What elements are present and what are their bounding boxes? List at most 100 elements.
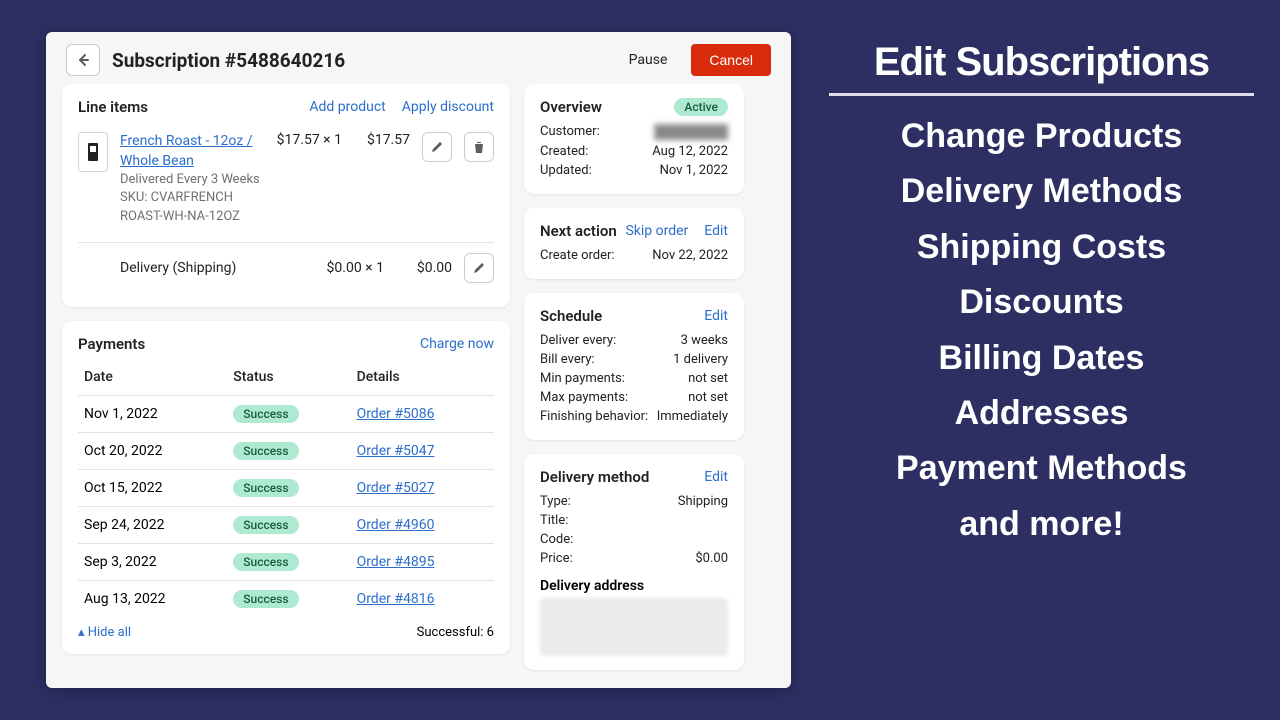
successful-count: Successful: 6 bbox=[417, 625, 494, 640]
next-action-card: Next action Skip order Edit Create order… bbox=[524, 208, 744, 279]
create-order-label: Create order: bbox=[540, 248, 615, 263]
promo-item: and more! bbox=[829, 506, 1254, 543]
order-link[interactable]: Order #4960 bbox=[357, 517, 435, 533]
promo-heading: Edit Subscriptions bbox=[829, 40, 1254, 85]
product-link[interactable]: French Roast - 12oz / Whole Bean bbox=[120, 133, 253, 169]
schedule-card: Schedule Edit Deliver every:3 weeksBill … bbox=[524, 293, 744, 440]
updated-value: Nov 1, 2022 bbox=[660, 163, 728, 178]
line-total: $17.57 bbox=[354, 132, 410, 148]
pencil-icon bbox=[472, 261, 486, 275]
pause-button[interactable]: Pause bbox=[629, 52, 668, 68]
overview-title: Overview bbox=[540, 98, 602, 116]
apply-discount-link[interactable]: Apply discount bbox=[402, 99, 494, 115]
order-link[interactable]: Order #4816 bbox=[357, 591, 435, 607]
schedule-row: Bill every:1 delivery bbox=[540, 350, 728, 369]
order-link[interactable]: Order #4895 bbox=[357, 554, 435, 570]
hide-all-toggle[interactable]: ▴ Hide all bbox=[78, 625, 131, 640]
delivery-total: $0.00 bbox=[396, 260, 452, 276]
delivery-method-title: Delivery method bbox=[540, 468, 649, 486]
payment-date: Nov 1, 2022 bbox=[78, 395, 227, 432]
col-details: Details bbox=[351, 359, 494, 396]
promo-item: Delivery Methods bbox=[829, 173, 1254, 210]
payment-status-badge: Success bbox=[233, 479, 298, 497]
promo-item: Shipping Costs bbox=[829, 229, 1254, 266]
pencil-icon bbox=[430, 140, 444, 154]
delivery-row: Delivery (Shipping) $0.00 × 1 $0.00 bbox=[78, 242, 494, 293]
arrow-left-icon bbox=[75, 52, 91, 68]
overview-card: Overview Active Customer: ████████ Create… bbox=[524, 84, 744, 194]
edit-delivery-button[interactable] bbox=[464, 253, 494, 283]
schedule-row: Finishing behavior:Immediately bbox=[540, 407, 728, 426]
delivery-method-row: Title: bbox=[540, 511, 728, 530]
schedule-title: Schedule bbox=[540, 307, 602, 325]
payments-table: Date Status Details Nov 1, 2022SuccessOr… bbox=[78, 359, 494, 617]
delivery-unit: $0.00 × 1 bbox=[327, 260, 384, 276]
back-button[interactable] bbox=[66, 44, 100, 76]
delivery-label: Delivery (Shipping) bbox=[120, 260, 315, 276]
delivery-method-card: Delivery method Edit Type:ShippingTitle:… bbox=[524, 454, 744, 670]
table-row: Oct 15, 2022 Success Order #5027 bbox=[78, 469, 494, 506]
payment-status-badge: Success bbox=[233, 442, 298, 460]
edit-next-action-link[interactable]: Edit bbox=[704, 223, 728, 239]
line-item-row: French Roast - 12oz / Whole Bean Deliver… bbox=[78, 122, 494, 236]
next-action-title: Next action bbox=[540, 222, 617, 240]
delivery-address-title: Delivery address bbox=[540, 578, 728, 594]
updated-label: Updated: bbox=[540, 163, 592, 178]
payment-date: Aug 13, 2022 bbox=[78, 580, 227, 617]
table-row: Sep 24, 2022 Success Order #4960 bbox=[78, 506, 494, 543]
line-items-title: Line items bbox=[78, 98, 148, 116]
col-date: Date bbox=[78, 359, 227, 396]
payment-date: Sep 3, 2022 bbox=[78, 543, 227, 580]
delivery-method-row: Type:Shipping bbox=[540, 492, 728, 511]
created-value: Aug 12, 2022 bbox=[652, 144, 728, 159]
skip-order-link[interactable]: Skip order bbox=[625, 223, 688, 239]
promo-item: Payment Methods bbox=[829, 450, 1254, 487]
create-order-value: Nov 22, 2022 bbox=[652, 248, 728, 263]
table-row: Oct 20, 2022 Success Order #5047 bbox=[78, 432, 494, 469]
edit-schedule-link[interactable]: Edit bbox=[704, 308, 728, 324]
payment-status-badge: Success bbox=[233, 516, 298, 534]
order-link[interactable]: Order #5047 bbox=[357, 443, 435, 459]
promo-panel: Edit Subscriptions Change Products Delive… bbox=[791, 0, 1280, 720]
status-badge: Active bbox=[674, 98, 728, 116]
col-status: Status bbox=[227, 359, 350, 396]
promo-divider bbox=[829, 93, 1254, 96]
schedule-row: Min payments:not set bbox=[540, 369, 728, 388]
payment-status-badge: Success bbox=[233, 553, 298, 571]
page-header: Subscription #5488640216 Pause Cancel bbox=[46, 44, 791, 84]
payment-date: Oct 20, 2022 bbox=[78, 432, 227, 469]
delivery-method-row: Code: bbox=[540, 530, 728, 549]
table-row: Sep 3, 2022 Success Order #4895 bbox=[78, 543, 494, 580]
charge-now-link[interactable]: Charge now bbox=[420, 336, 494, 352]
payment-date: Oct 15, 2022 bbox=[78, 469, 227, 506]
delete-line-item-button[interactable] bbox=[464, 132, 494, 162]
payments-title: Payments bbox=[78, 335, 145, 353]
schedule-row: Max payments:not set bbox=[540, 388, 728, 407]
schedule-row: Deliver every:3 weeks bbox=[540, 331, 728, 350]
promo-item: Discounts bbox=[829, 284, 1254, 321]
payments-card: Payments Charge now Date Status Details … bbox=[62, 321, 510, 654]
bag-icon bbox=[87, 140, 99, 164]
edit-delivery-method-link[interactable]: Edit bbox=[704, 469, 728, 485]
delivery-address-redacted bbox=[540, 598, 728, 656]
edit-line-item-button[interactable] bbox=[422, 132, 452, 162]
created-label: Created: bbox=[540, 144, 588, 159]
table-row: Nov 1, 2022SuccessOrder #5086 bbox=[78, 395, 494, 432]
order-link[interactable]: Order #5027 bbox=[357, 480, 435, 496]
line-items-card: Line items Add product Apply discount Fr… bbox=[62, 84, 510, 307]
cancel-button[interactable]: Cancel bbox=[691, 44, 771, 76]
table-row: Aug 13, 2022SuccessOrder #4816 bbox=[78, 580, 494, 617]
order-link[interactable]: Order #5086 bbox=[357, 406, 435, 422]
customer-value[interactable]: ████████ bbox=[654, 124, 728, 140]
product-thumbnail bbox=[78, 132, 108, 172]
add-product-link[interactable]: Add product bbox=[309, 99, 385, 115]
payment-date: Sep 24, 2022 bbox=[78, 506, 227, 543]
delivery-method-row: Price:$0.00 bbox=[540, 549, 728, 568]
unit-price: $17.57 × 1 bbox=[277, 132, 342, 148]
trash-icon bbox=[472, 140, 486, 154]
customer-label: Customer: bbox=[540, 124, 600, 140]
app-window: Subscription #5488640216 Pause Cancel Li… bbox=[46, 32, 791, 688]
promo-item: Addresses bbox=[829, 395, 1254, 432]
promo-item: Billing Dates bbox=[829, 340, 1254, 377]
promo-item: Change Products bbox=[829, 118, 1254, 155]
